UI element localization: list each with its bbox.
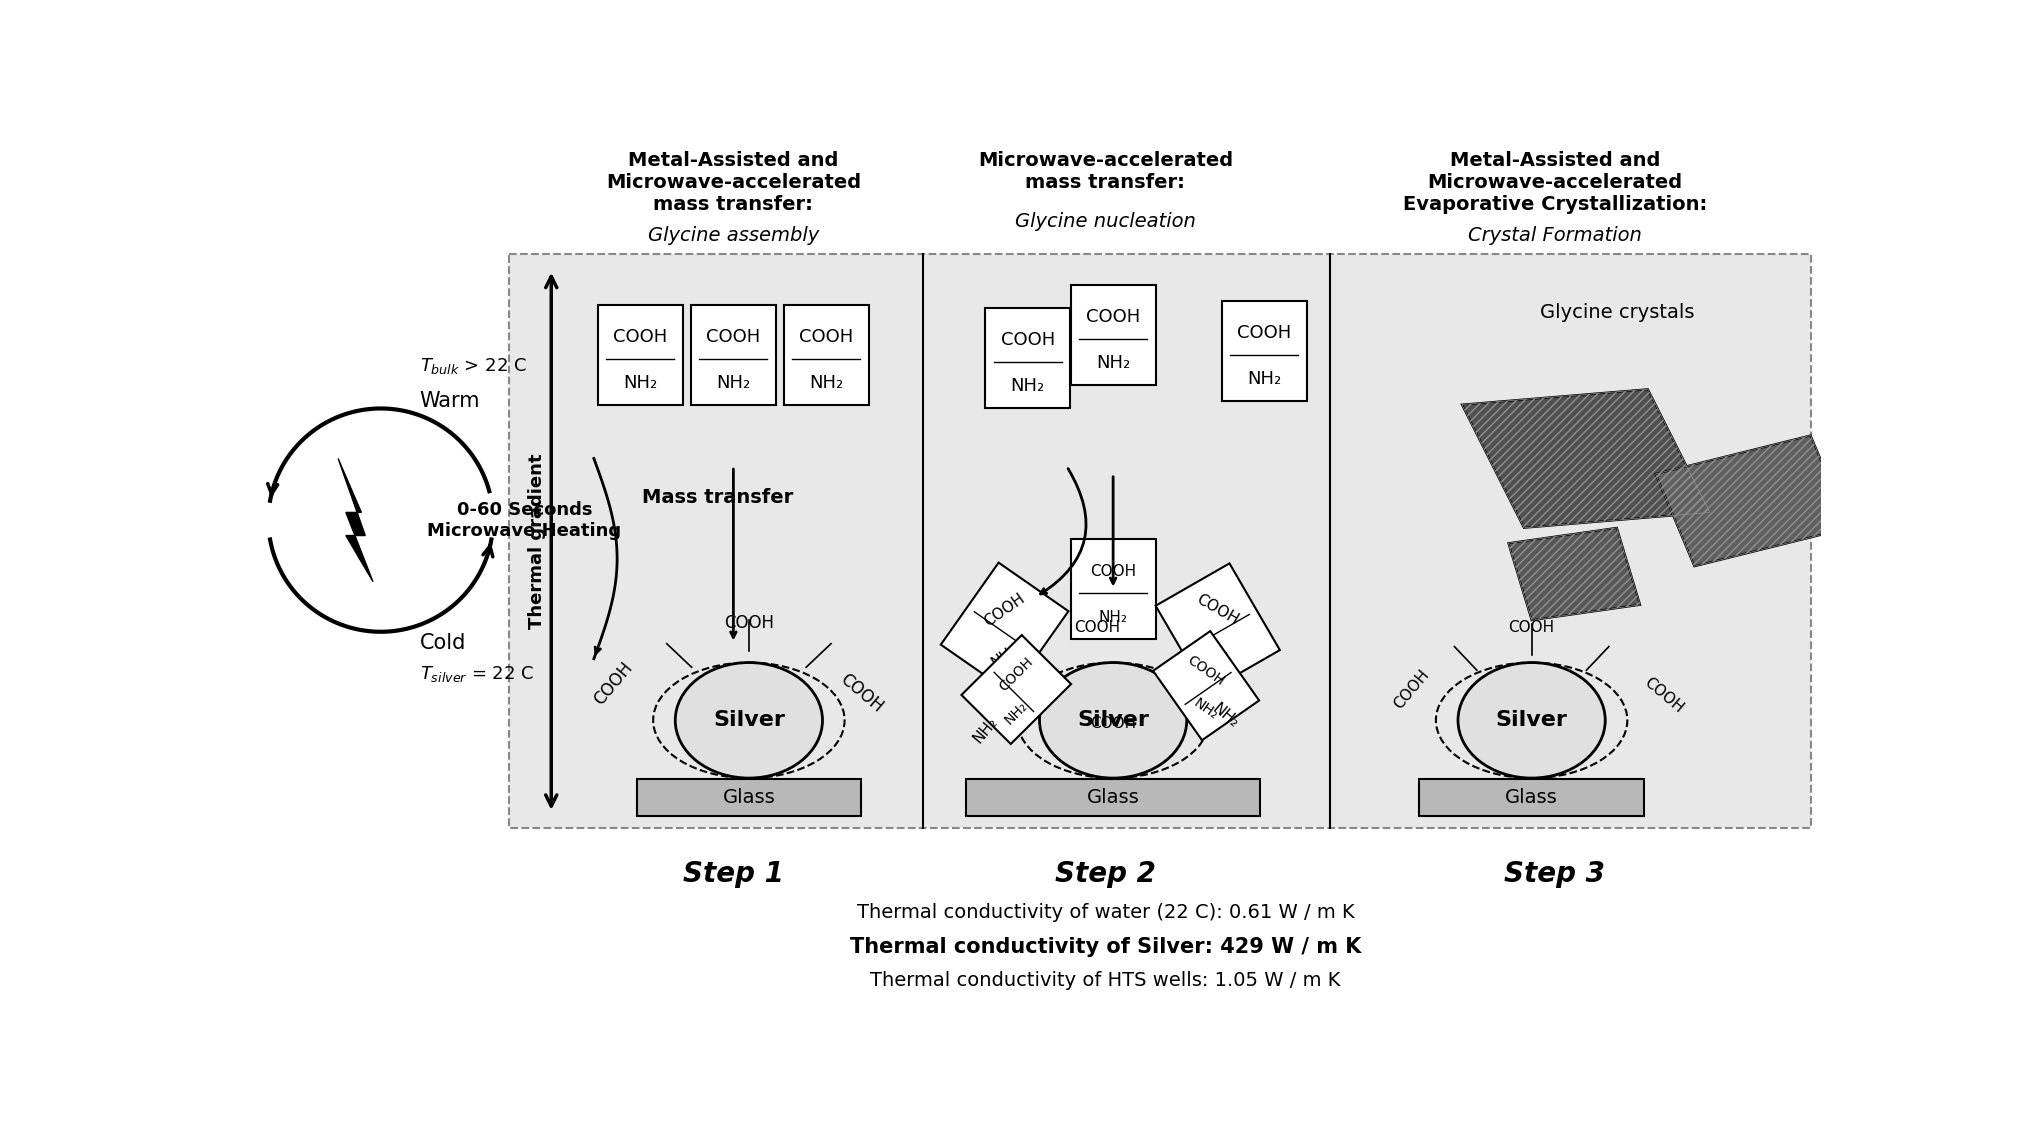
Text: COOH: COOH: [981, 590, 1028, 629]
Text: Silver: Silver: [1076, 711, 1149, 731]
Text: Step 2: Step 2: [1054, 860, 1155, 888]
Text: NH₂: NH₂: [1096, 355, 1131, 373]
Bar: [1070, 539, 1155, 640]
Bar: [690, 304, 777, 404]
Bar: [961, 635, 1070, 744]
Bar: [597, 304, 684, 404]
Text: COOH: COOH: [1185, 653, 1228, 688]
Polygon shape: [1509, 528, 1641, 620]
Text: COOH: COOH: [1090, 564, 1137, 579]
Text: COOH: COOH: [613, 328, 668, 346]
Text: Step 3: Step 3: [1505, 860, 1606, 888]
Bar: [1153, 631, 1258, 740]
Bar: [1070, 285, 1155, 385]
Bar: [637, 779, 862, 816]
Text: COOH: COOH: [1001, 331, 1056, 349]
Bar: [965, 779, 1260, 816]
Text: Warm: Warm: [419, 391, 479, 411]
Text: Microwave-accelerated
mass transfer:: Microwave-accelerated mass transfer:: [977, 151, 1232, 191]
Text: COOH: COOH: [1074, 619, 1121, 635]
Text: Glycine crystals: Glycine crystals: [1540, 303, 1693, 322]
Text: Glycine assembly: Glycine assembly: [647, 226, 819, 245]
Text: COOH: COOH: [1090, 716, 1137, 731]
Text: COOH: COOH: [1238, 323, 1291, 341]
Polygon shape: [1463, 390, 1709, 528]
Text: Thermal conductivity of water (22 C): 0.61 W / m K: Thermal conductivity of water (22 C): 0.…: [856, 903, 1353, 922]
Bar: [1222, 301, 1307, 401]
Text: $T_{bulk}$ > 22 C: $T_{bulk}$ > 22 C: [419, 356, 526, 376]
Text: COOH: COOH: [1086, 309, 1141, 327]
Text: Thermal conductivity of HTS wells: 1.05 W / m K: Thermal conductivity of HTS wells: 1.05 …: [870, 971, 1341, 990]
Text: COOH: COOH: [997, 654, 1036, 694]
Text: COOH: COOH: [591, 659, 635, 709]
Ellipse shape: [1040, 662, 1188, 778]
Text: NH₂: NH₂: [716, 374, 751, 392]
Text: NH₂: NH₂: [1246, 369, 1281, 387]
Text: COOH: COOH: [835, 671, 886, 716]
Bar: [1155, 563, 1281, 692]
Text: NH₂: NH₂: [1210, 700, 1242, 731]
Text: Glass: Glass: [1505, 788, 1558, 807]
Text: Cold: Cold: [419, 633, 465, 653]
Text: Silver: Silver: [1495, 711, 1568, 731]
Text: Glass: Glass: [1086, 788, 1139, 807]
Bar: [783, 304, 870, 404]
Text: COOH: COOH: [1194, 592, 1242, 628]
Ellipse shape: [676, 662, 823, 778]
Text: Thermal gradient: Thermal gradient: [528, 454, 546, 629]
Polygon shape: [1655, 436, 1849, 566]
Text: $T_{silver}$ = 22 C: $T_{silver}$ = 22 C: [419, 664, 534, 685]
Text: NH₂: NH₂: [1202, 642, 1234, 670]
Text: NH₂: NH₂: [623, 374, 657, 392]
Text: COOH: COOH: [1641, 674, 1685, 716]
Bar: [508, 254, 1811, 828]
Text: NH₂: NH₂: [1098, 610, 1127, 625]
Text: COOH: COOH: [1392, 667, 1432, 712]
Text: NH₂: NH₂: [989, 642, 1022, 670]
Text: NH₂: NH₂: [1192, 696, 1222, 723]
Text: Silver: Silver: [712, 711, 785, 731]
Polygon shape: [338, 458, 372, 582]
Bar: [1420, 779, 1645, 816]
Bar: [941, 563, 1068, 694]
Bar: [985, 309, 1070, 409]
Text: NH₂: NH₂: [809, 374, 844, 392]
Text: NH₂: NH₂: [1012, 377, 1046, 395]
Text: Glycine nucleation: Glycine nucleation: [1016, 212, 1196, 231]
Text: Thermal conductivity of Silver: 429 W / m K: Thermal conductivity of Silver: 429 W / …: [850, 938, 1361, 957]
Text: 0-60 Seconds
Microwave Heating: 0-60 Seconds Microwave Heating: [427, 501, 621, 539]
Text: Metal-Assisted and
Microwave-accelerated
mass transfer:: Metal-Assisted and Microwave-accelerated…: [605, 151, 862, 214]
Text: Mass transfer: Mass transfer: [641, 488, 793, 507]
Ellipse shape: [1459, 662, 1604, 778]
Text: COOH: COOH: [724, 614, 775, 632]
Text: NH₂: NH₂: [971, 715, 999, 747]
Text: COOH: COOH: [1509, 619, 1556, 635]
Text: COOH: COOH: [706, 328, 761, 346]
Text: Glass: Glass: [722, 788, 775, 807]
Text: Step 1: Step 1: [684, 860, 783, 888]
Text: Crystal Formation: Crystal Formation: [1469, 226, 1643, 245]
Text: Metal-Assisted and
Microwave-accelerated
Evaporative Crystallization:: Metal-Assisted and Microwave-accelerated…: [1402, 151, 1707, 214]
Text: NH₂: NH₂: [1001, 699, 1030, 727]
Text: COOH: COOH: [799, 328, 854, 346]
